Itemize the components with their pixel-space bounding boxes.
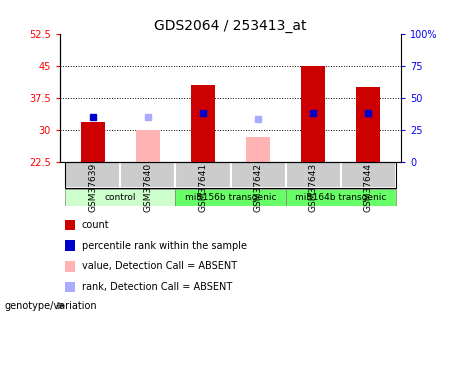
Bar bbox=[190, 85, 215, 162]
Text: miR156b transgenic: miR156b transgenic bbox=[185, 193, 276, 202]
Text: count: count bbox=[82, 220, 109, 230]
Bar bbox=[246, 136, 271, 162]
Bar bbox=[285, 189, 396, 206]
Text: genotype/variation: genotype/variation bbox=[5, 301, 97, 310]
Bar bbox=[65, 162, 396, 188]
Bar bbox=[120, 162, 176, 188]
Text: GSM37642: GSM37642 bbox=[254, 163, 262, 211]
Text: percentile rank within the sample: percentile rank within the sample bbox=[82, 241, 247, 250]
Text: GSM37640: GSM37640 bbox=[143, 163, 153, 212]
Bar bbox=[341, 162, 396, 188]
Text: GSM37643: GSM37643 bbox=[308, 163, 318, 212]
Text: GSM37639: GSM37639 bbox=[89, 163, 97, 212]
Bar bbox=[356, 87, 380, 162]
Text: GSM37641: GSM37641 bbox=[199, 163, 207, 212]
Text: miR164b transgenic: miR164b transgenic bbox=[295, 193, 386, 202]
Bar bbox=[81, 122, 105, 162]
Bar bbox=[136, 130, 160, 162]
Bar bbox=[301, 66, 325, 162]
Text: rank, Detection Call = ABSENT: rank, Detection Call = ABSENT bbox=[82, 282, 232, 292]
Text: GSM37644: GSM37644 bbox=[364, 163, 372, 211]
Bar bbox=[65, 189, 176, 206]
Title: GDS2064 / 253413_at: GDS2064 / 253413_at bbox=[154, 19, 307, 33]
Text: control: control bbox=[105, 193, 136, 202]
Bar bbox=[65, 162, 120, 188]
Bar bbox=[176, 162, 230, 188]
Bar bbox=[230, 162, 285, 188]
Bar bbox=[176, 189, 285, 206]
Text: value, Detection Call = ABSENT: value, Detection Call = ABSENT bbox=[82, 261, 236, 271]
Bar bbox=[285, 162, 341, 188]
